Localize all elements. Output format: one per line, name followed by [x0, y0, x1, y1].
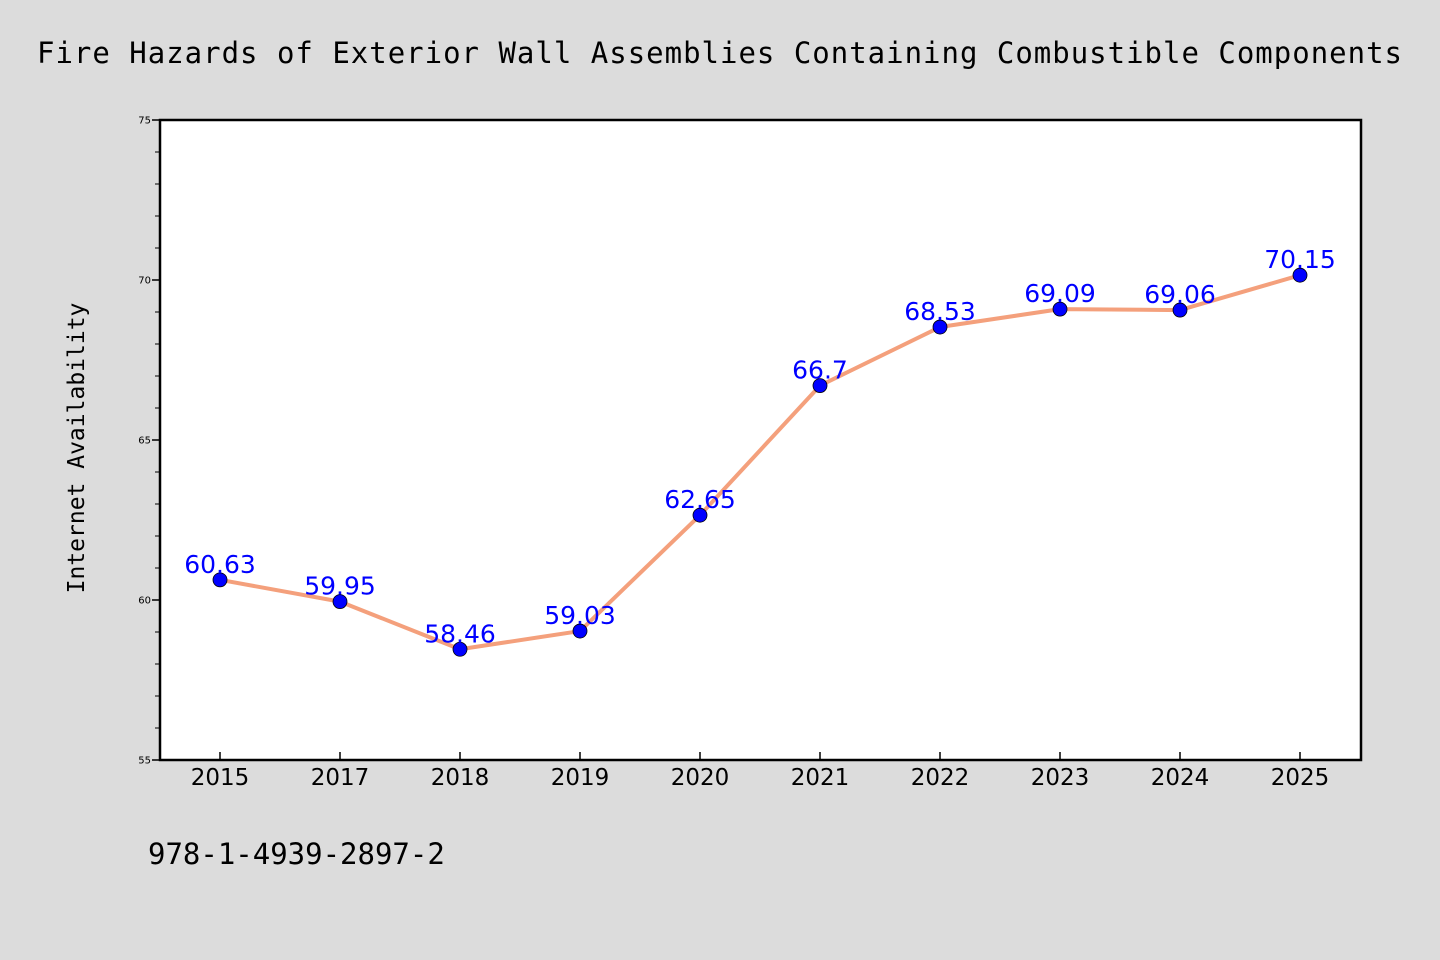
x-tick-label: 2021 — [791, 765, 850, 791]
data-point — [692, 507, 708, 523]
data-point — [1292, 267, 1308, 283]
x-tick-label: 2019 — [551, 765, 610, 791]
data-point — [1172, 302, 1188, 318]
data-label: 69.06 — [1144, 280, 1216, 309]
data-point — [212, 572, 228, 588]
y-axis-ticks: 55 60 65 70 75 — [138, 116, 160, 767]
series-line — [218, 273, 1302, 652]
data-label: 60.63 — [184, 550, 256, 579]
x-tick-label: 2025 — [1271, 765, 1330, 791]
x-tick-label: 2022 — [911, 765, 970, 791]
x-tick-label: 2015 — [191, 765, 250, 791]
x-axis-ticks: 2015 2017 2018 2019 2020 2021 2022 2023 2024 2025 — [191, 752, 1330, 791]
series-layer: 60.63 59.95 58.46 59.03 62.65 66.7 68.53 69.09 6… — [184, 245, 1336, 657]
data-point — [452, 641, 468, 657]
data-point — [572, 623, 588, 639]
data-point — [332, 594, 348, 609]
isbn-footnote: 978-1-4939-2897-2 — [148, 837, 445, 871]
x-tick-label: 2024 — [1151, 765, 1210, 791]
x-tick-label: 2023 — [1031, 765, 1090, 791]
data-point — [1052, 301, 1068, 317]
x-tick-label: 2018 — [431, 765, 490, 791]
data-label: 68.53 — [904, 297, 976, 326]
x-tick-label: 2017 — [311, 765, 370, 791]
chart-title: Fire Hazards of Exterior Wall Assemblies… — [37, 36, 1403, 70]
data-label: 69.09 — [1024, 279, 1096, 308]
y-tick-label: 65 — [138, 436, 151, 447]
y-axis-minor-ticks — [155, 151, 160, 729]
data-point — [932, 319, 948, 335]
data-label: 62.65 — [664, 485, 736, 514]
y-tick-label: 75 — [138, 116, 151, 127]
y-tick-label: 70 — [138, 276, 151, 287]
x-tick-label: 2020 — [671, 765, 730, 791]
data-point — [812, 378, 828, 394]
y-tick-label: 60 — [138, 596, 151, 607]
data-label: 58.46 — [424, 619, 496, 648]
y-tick-label: 55 — [138, 756, 151, 767]
data-label: 59.95 — [304, 572, 376, 601]
y-axis-label: Internet Availability — [64, 303, 90, 594]
data-label: 59.03 — [544, 601, 616, 630]
data-label: 66.7 — [792, 356, 848, 385]
data-label: 70.15 — [1264, 245, 1336, 274]
plot-area — [158, 118, 1363, 762]
